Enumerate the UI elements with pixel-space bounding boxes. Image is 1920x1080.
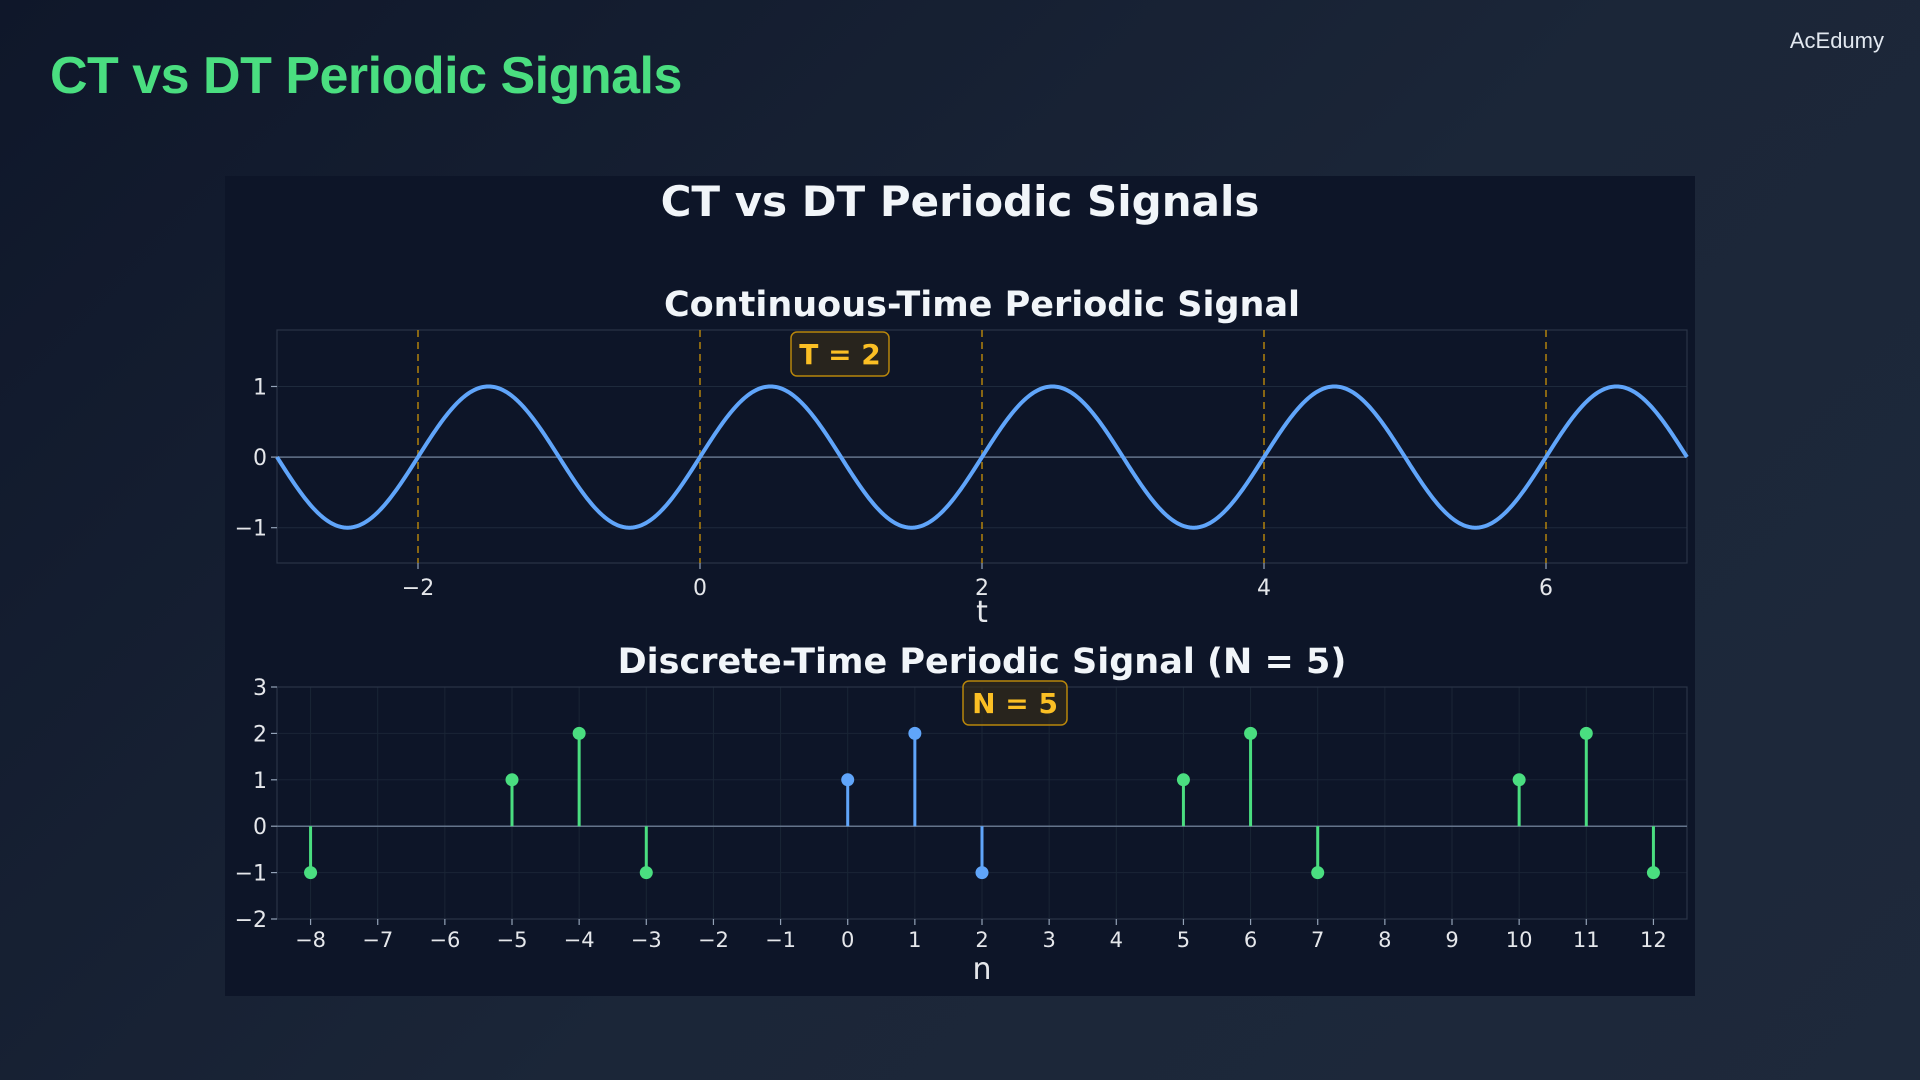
ct-period-markers [417,330,1547,563]
ct-x-axis-label: t [976,595,988,630]
brand-logo-text: AcEdumy [1789,28,1884,53]
dt-x-axis-label: n [972,952,991,987]
dt-x-tick-label: −7 [362,928,393,952]
dt-chart-title: Discrete-Time Periodic Signal (N = 5) [618,642,1347,682]
dt-period-badge: N = 5 [962,680,1068,726]
dt-x-tick-label: 5 [1177,928,1190,952]
dt-stem-marker [1512,773,1526,787]
ct-x-tick-label: 2 [975,576,989,601]
dt-x-tick-label: 1 [908,928,921,952]
figure-panel: CT vs DT Periodic Signals Continuous-Tim… [225,176,1695,996]
dt-x-tick-label: −5 [497,928,528,952]
dt-x-tick-label: −2 [698,928,729,952]
dt-stem-marker [639,866,653,880]
dt-y-tick-label: −2 [235,908,267,933]
ct-period-annotation: T = 2 [799,338,881,371]
ct-y-tick-label: 0 [253,446,267,471]
dt-stem-marker [505,773,519,787]
dt-stem-marker [304,866,318,880]
dt-x-tick-label: 11 [1573,928,1600,952]
dt-y-tick-label: 2 [253,722,267,747]
dt-stem-marker [1311,866,1325,880]
dt-x-tick-label: 3 [1042,928,1055,952]
dt-stem-marker [975,866,989,880]
dt-stem-marker [572,726,586,740]
ct-period-badge: T = 2 [790,331,890,377]
dt-x-tick-label: 6 [1244,928,1257,952]
dt-x-tick-label: 0 [841,928,854,952]
dt-x-tick-label: 9 [1445,928,1458,952]
ct-tick-labels: −1 0 1 −2 0 2 4 6 [235,375,1553,601]
dt-x-tick-label: −4 [564,928,595,952]
dt-x-tick-label: −6 [429,928,460,952]
dt-x-tick-label: 8 [1378,928,1391,952]
dt-stem-marker [1579,726,1593,740]
ct-x-tick-label: 6 [1539,576,1553,601]
dt-stem-marker [1176,773,1190,787]
ct-signal-line [275,384,1689,530]
ct-x-tick-label: 4 [1257,576,1271,601]
dt-stem-marker [1244,726,1258,740]
dt-period-annotation: N = 5 [972,687,1058,720]
dt-x-tick-label: 7 [1311,928,1324,952]
dt-x-tick-label: 2 [975,928,988,952]
dt-x-tick-label: 4 [1110,928,1123,952]
dt-y-tick-label: −1 [235,862,267,887]
dt-stem-marker [841,773,855,787]
dt-stem-marker [908,726,922,740]
dt-x-tick-label: −1 [765,928,796,952]
dt-x-tick-label: 10 [1506,928,1533,952]
ct-chart-title: Continuous-Time Periodic Signal [664,285,1300,325]
ct-y-tick-label: 1 [253,375,267,400]
dt-stem-marker [1646,866,1660,880]
slide-title: CT vs DT Periodic Signals [50,47,682,105]
dt-y-tick-label: 1 [253,769,267,794]
figure-suptitle: CT vs DT Periodic Signals [661,177,1260,226]
dt-y-tick-label: 3 [253,676,267,701]
ct-axes [271,329,1688,569]
dt-stems [304,726,1660,880]
chart-figure: CT vs DT Periodic Signals Continuous-Tim… [235,177,1689,987]
dt-x-tick-label: 12 [1640,928,1667,952]
ct-x-tick-label: 0 [693,576,707,601]
ct-x-tick-label: −2 [402,576,434,601]
dt-x-tick-label: −3 [631,928,662,952]
dt-y-tick-label: 0 [253,815,267,840]
dt-x-tick-label: −8 [295,928,326,952]
ct-y-tick-label: −1 [235,517,267,542]
